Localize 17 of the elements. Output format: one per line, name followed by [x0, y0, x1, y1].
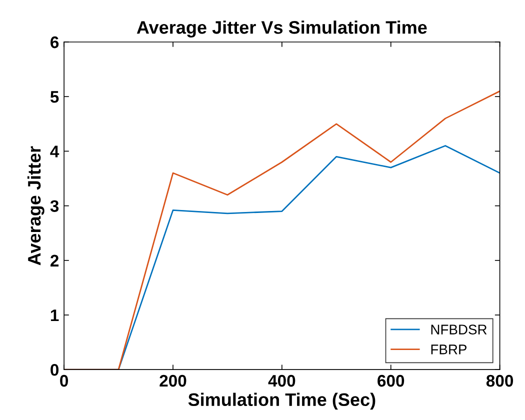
y-tick-label: 0	[50, 364, 59, 376]
legend-label: NFBDSR	[431, 324, 487, 334]
x-tick-label: 400	[268, 374, 296, 387]
x-tick-label: 0	[60, 374, 68, 387]
x-tick-label: 800	[486, 374, 514, 387]
y-tick-label: 5	[50, 91, 59, 103]
y-axis-title: Average Jitter	[27, 146, 44, 266]
x-tick-label: 600	[378, 374, 404, 387]
y-tick-label: 6	[50, 36, 59, 48]
y-tick-label: 1	[50, 310, 59, 322]
y-tick-label: 4	[50, 146, 60, 158]
chart-title: Average Jitter Vs Simulation Time	[136, 20, 427, 38]
x-tick-label: 200	[160, 374, 186, 387]
legend-label: FBRP	[431, 344, 467, 354]
y-tick-label: 2	[50, 254, 59, 266]
x-axis-title: Simulation Time (Sec)	[188, 392, 376, 410]
y-tick-label: 3	[50, 200, 59, 212]
